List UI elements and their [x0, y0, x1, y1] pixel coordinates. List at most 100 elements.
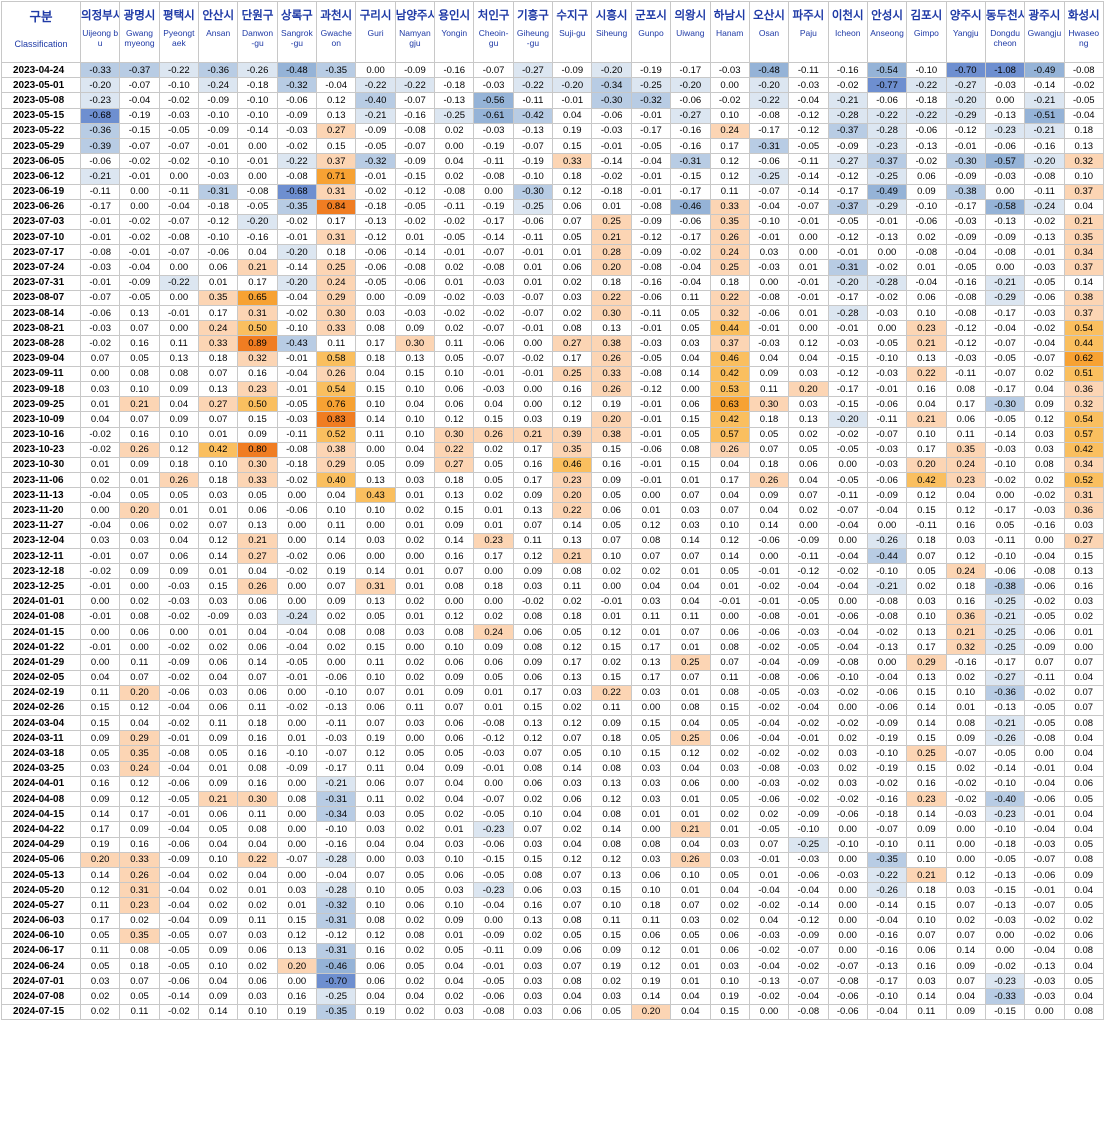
value-cell: -0.04	[748, 730, 790, 747]
value-cell: 0.11	[79, 684, 121, 701]
value-cell: -0.08	[276, 441, 318, 458]
value-cell: 0.00	[158, 289, 200, 307]
value-cell: -0.37	[827, 198, 868, 215]
value-cell: -0.21	[79, 168, 121, 185]
value-cell: -0.06	[748, 153, 790, 170]
value-cell: 0.14	[670, 532, 711, 550]
value-cell: 0.02	[434, 320, 475, 337]
value-cell: 0.03	[827, 775, 868, 793]
table-row: 2024-04-29 0.19 0.16 -0.06 0.04 0.04 0.00 -0.16…	[1, 836, 1104, 853]
value-cell: 0.11	[316, 517, 357, 534]
value-cell: 0.18	[709, 274, 750, 291]
value-cell: -0.36	[984, 684, 1026, 701]
value-cell: 0.02	[552, 304, 593, 322]
value-cell: -0.06	[670, 92, 711, 109]
value-cell: 0.01	[670, 563, 711, 580]
value-cell: -0.02	[158, 1003, 200, 1020]
value-cell: 0.17	[473, 547, 514, 565]
value-cell: -0.14	[788, 183, 829, 200]
value-cell: -0.09	[945, 229, 986, 246]
value-cell: -0.03	[788, 851, 829, 868]
value-cell: 0.03	[630, 851, 672, 868]
table-row: 2024-04-08 0.09 0.12 -0.05 0.21 0.30 0.08 -0.31…	[1, 790, 1104, 808]
value-cell: 0.11	[591, 912, 632, 929]
value-cell: -0.02	[748, 988, 790, 1005]
value-cell: 0.07	[119, 411, 160, 428]
value-cell: 0.44	[1063, 335, 1104, 352]
value-cell: 0.05	[748, 426, 790, 443]
value-cell: 0.09	[434, 684, 475, 701]
value-cell: 0.12	[709, 153, 750, 170]
value-cell: 0.02	[552, 821, 593, 838]
value-cell: -0.17	[473, 213, 514, 231]
value-cell: -0.16	[945, 274, 986, 291]
value-cell: -0.03	[473, 274, 514, 291]
value-cell: 0.18	[355, 350, 396, 367]
row-date: 2023-08-14	[1, 304, 81, 322]
value-cell: 0.12	[119, 699, 160, 717]
value-cell: 0.08	[316, 623, 357, 641]
value-cell: 0.07	[552, 866, 593, 884]
value-cell: 0.03	[394, 472, 436, 489]
value-cell: 0.15	[434, 502, 475, 519]
header-region-en: Danwon -gu	[241, 28, 274, 48]
value-cell: 0.19	[552, 411, 593, 428]
row-date: 2023-10-23	[1, 441, 81, 458]
value-cell: 0.20	[276, 958, 318, 975]
value-cell: 0.10	[709, 107, 750, 124]
row-date: 2023-05-08	[1, 92, 81, 109]
value-cell: 0.02	[316, 639, 357, 656]
value-cell: 0.03	[1063, 593, 1104, 610]
value-cell: -0.09	[158, 851, 200, 868]
value-cell: -0.04	[79, 487, 121, 504]
value-cell: 0.06	[709, 623, 750, 641]
value-cell: 0.08	[237, 760, 278, 777]
value-cell: -0.20	[827, 274, 868, 291]
value-cell: -0.04	[827, 578, 868, 595]
value-cell: 0.07	[709, 654, 750, 671]
value-cell: -0.05	[434, 229, 475, 246]
value-cell: 0.10	[355, 396, 396, 413]
value-cell: 0.03	[709, 958, 750, 975]
value-cell: 0.02	[473, 608, 514, 625]
value-cell: 0.04	[394, 760, 436, 777]
value-cell: 0.12	[119, 775, 160, 793]
value-cell: 0.01	[670, 942, 711, 960]
row-date: 2023-12-25	[1, 578, 81, 595]
value-cell: -0.02	[984, 958, 1026, 975]
value-cell: 0.05	[552, 745, 593, 762]
value-cell: -0.08	[434, 183, 475, 200]
value-cell: 0.11	[79, 942, 121, 960]
value-cell: 0.13	[552, 532, 593, 550]
value-cell: 0.17	[945, 396, 986, 413]
value-cell: 0.01	[394, 229, 436, 246]
value-cell: -0.10	[748, 213, 790, 231]
value-cell: 0.35	[198, 289, 239, 307]
value-cell: -0.22	[906, 77, 947, 94]
value-cell: 0.52	[1063, 472, 1104, 489]
value-cell: -0.06	[1024, 289, 1065, 307]
value-cell: 0.09	[158, 563, 200, 580]
value-cell: 0.00	[984, 942, 1026, 960]
value-cell: -0.26	[866, 532, 908, 550]
value-cell: 0.06	[512, 775, 554, 793]
value-cell: -0.02	[158, 639, 200, 656]
value-cell: 0.15	[237, 411, 278, 428]
value-cell: 0.07	[119, 669, 160, 686]
value-cell: 0.00	[276, 532, 318, 550]
value-cell: -0.06	[748, 304, 790, 322]
value-cell: -0.05	[119, 289, 160, 307]
value-cell: -0.09	[394, 153, 436, 170]
value-cell: 0.07	[709, 502, 750, 519]
value-cell: 0.01	[434, 927, 475, 944]
header-region-ko: 과천시	[320, 8, 353, 22]
value-cell: -0.48	[276, 61, 318, 79]
value-cell: -0.07	[788, 198, 829, 215]
header-region-ko: 광명시	[123, 8, 156, 22]
value-cell: 0.11	[355, 654, 396, 671]
value-cell: 0.05	[79, 958, 121, 975]
value-cell: -0.02	[1024, 684, 1065, 701]
value-cell: 0.31	[316, 229, 357, 246]
value-cell: 0.10	[394, 426, 436, 443]
value-cell: 0.09	[512, 487, 554, 504]
